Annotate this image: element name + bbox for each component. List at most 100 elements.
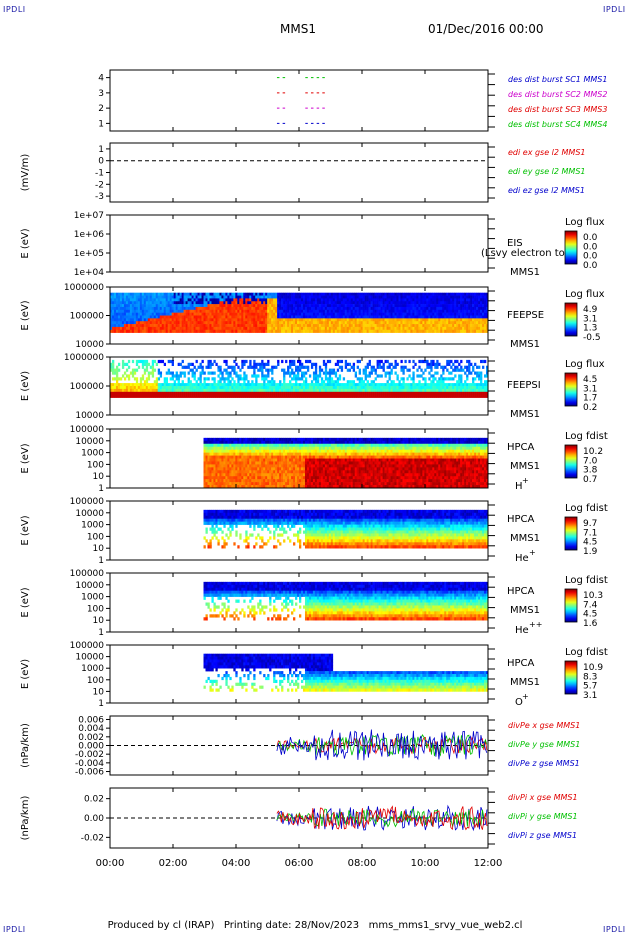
spectrogram-cell [318, 394, 322, 398]
spectrogram-cell [157, 388, 161, 393]
spectrogram-cell [163, 394, 167, 398]
spectrogram-cell [131, 386, 135, 390]
spectrogram-cell [127, 377, 131, 381]
spectrogram-cell [183, 365, 186, 369]
spectrogram-cell [456, 295, 459, 299]
spectrogram-cell [402, 326, 405, 331]
spectrogram-cell [478, 377, 481, 381]
spectrogram-cell [237, 473, 240, 477]
spectrogram-cell [133, 301, 137, 305]
spectrogram-cell [125, 329, 129, 333]
spectrogram-cell [131, 391, 135, 395]
spectrogram-cell [209, 476, 212, 480]
spectrogram-cell [428, 309, 431, 313]
spectrogram-cell [257, 440, 260, 445]
spectrogram-cell [460, 380, 463, 384]
spectrogram-cell [243, 485, 246, 489]
spectrogram-cell [163, 306, 167, 311]
spectrogram-cell [468, 324, 471, 328]
spectrogram-cell [314, 326, 318, 331]
spectrogram-cell [223, 452, 226, 456]
spectrogram-cell [420, 386, 423, 390]
spectrogram-cell [249, 301, 252, 305]
spectrogram-cell [306, 326, 310, 331]
spectrogram-cell [241, 470, 244, 474]
spectrogram-cell [358, 298, 361, 302]
spectrogram-cell [360, 306, 363, 311]
spectrogram-cell [133, 304, 137, 308]
spectrogram-cell [368, 312, 371, 316]
spectrogram-cell [157, 304, 161, 308]
spectrogram-cell [110, 312, 113, 316]
spectrogram-cell [271, 315, 274, 319]
spectrogram-cell [432, 309, 435, 313]
spectrogram-cell [253, 473, 256, 477]
spectrogram-cell [289, 301, 292, 305]
spectrogram-cell [159, 321, 163, 325]
spectrogram-cell [191, 374, 194, 378]
spectrogram-cell [456, 312, 459, 316]
spectrogram-cell [320, 326, 324, 331]
spectrogram-cell [306, 321, 310, 325]
spectrogram-cell [279, 380, 282, 384]
spectrogram-cell [482, 304, 485, 308]
spectrogram-cell [462, 391, 465, 395]
spectrogram-cell [376, 306, 379, 311]
spectrogram-cell [183, 383, 186, 387]
spectrogram-cell [320, 321, 324, 325]
spectrogram-cell [478, 318, 481, 322]
spectrogram-cell [251, 449, 254, 453]
spectrogram-cell [352, 304, 356, 308]
spectrogram-cell [159, 329, 163, 333]
spectrogram-cell [111, 371, 115, 375]
spectrogram-cell [133, 394, 137, 398]
spectrogram-cell [185, 292, 188, 296]
spectrogram-cell [283, 388, 286, 393]
spectrogram-cell [159, 388, 163, 393]
spectrogram-cell [350, 394, 354, 398]
spectrogram-cell [486, 318, 489, 322]
spectrogram-cell [406, 391, 409, 395]
spectrogram-cell [438, 304, 441, 308]
spectrogram-cell [117, 362, 121, 366]
spectrogram-cell [223, 383, 226, 387]
spectrogram-cell [147, 388, 151, 393]
spectrogram-cell [211, 446, 214, 450]
spectrogram-cell [404, 306, 407, 311]
spectrogram-cell [127, 295, 131, 299]
spectrogram-cell [253, 437, 256, 442]
spectrogram-cell [302, 298, 306, 302]
colorbar-tick-label: 0.2 [583, 403, 597, 413]
spectrogram-cell [422, 391, 425, 395]
spectrogram-cell [291, 315, 294, 319]
spectrogram-cell [300, 326, 304, 331]
spectrogram-cell [368, 318, 371, 322]
spectrogram-cell [348, 380, 352, 384]
spectrogram-cell [135, 388, 139, 393]
y-axis-label: E (eV) [20, 300, 31, 330]
spectrogram-cell [205, 377, 208, 381]
spectrogram-cell [382, 315, 385, 319]
spectrogram-cell [354, 329, 357, 333]
spectrogram-cell [388, 309, 391, 313]
spectrogram-cell [452, 391, 455, 395]
spectrogram-cell [454, 292, 457, 296]
spectrogram-cell [446, 298, 449, 302]
spectrogram-cell [205, 321, 208, 325]
spectrogram-cell [464, 371, 467, 375]
spectrogram-cell [113, 295, 117, 299]
spectrogram-cell [231, 309, 234, 313]
spectrogram-cell [233, 449, 236, 453]
spectrogram-cell [324, 315, 328, 319]
spectrogram-cell [231, 365, 234, 369]
spectrogram-cell [119, 391, 123, 395]
spectrogram-cell [484, 304, 487, 308]
spectrogram-cell [221, 371, 224, 375]
spectrogram-cell [330, 309, 334, 313]
spectrogram-cell [119, 298, 123, 302]
spectrogram-cell [444, 388, 447, 393]
spectrogram-cell [245, 437, 248, 442]
spectrogram-cell [352, 368, 356, 372]
spectrogram-cell [418, 391, 421, 395]
spectrogram-cell [185, 306, 188, 311]
